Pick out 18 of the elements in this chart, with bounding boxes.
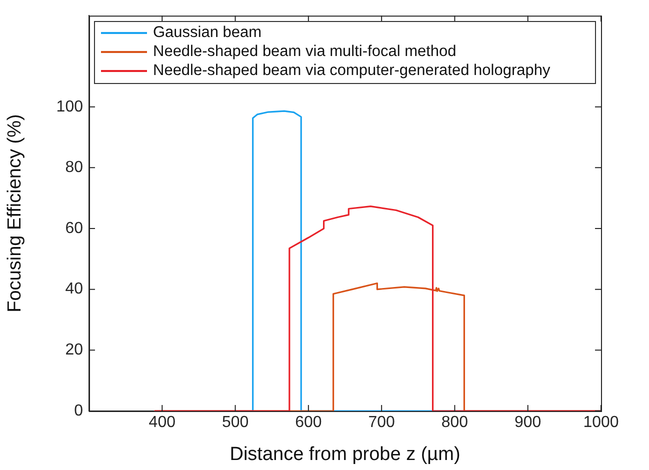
x-tick-label: 900 [514,414,542,432]
x-tick-label: 600 [295,414,322,432]
x-tick-label: 1000 [583,414,619,432]
x-tick-label: 400 [148,414,176,432]
x-tick-label: 500 [222,414,249,432]
y-tick-label: 100 [56,98,84,116]
y-tick-label: 80 [65,159,84,176]
y-axis-title: Focusing Efficiency (%) [4,114,26,312]
legend-label: Needle-shaped beam via computer-generated holography [153,62,550,80]
y-tick-label: 60 [65,220,84,237]
x-tick-label: 800 [441,414,468,432]
legend-label: Needle-shaped beam via multi-focal method [153,43,456,62]
x-tick-label: 700 [368,414,396,432]
x-axis-title: Distance from probe z (µm) [230,444,460,465]
legend-label: Gaussian beam [153,24,262,42]
y-tick-label: 20 [65,342,84,359]
y-tick-label: 40 [65,280,84,298]
y-tick-label: 0 [74,402,84,420]
